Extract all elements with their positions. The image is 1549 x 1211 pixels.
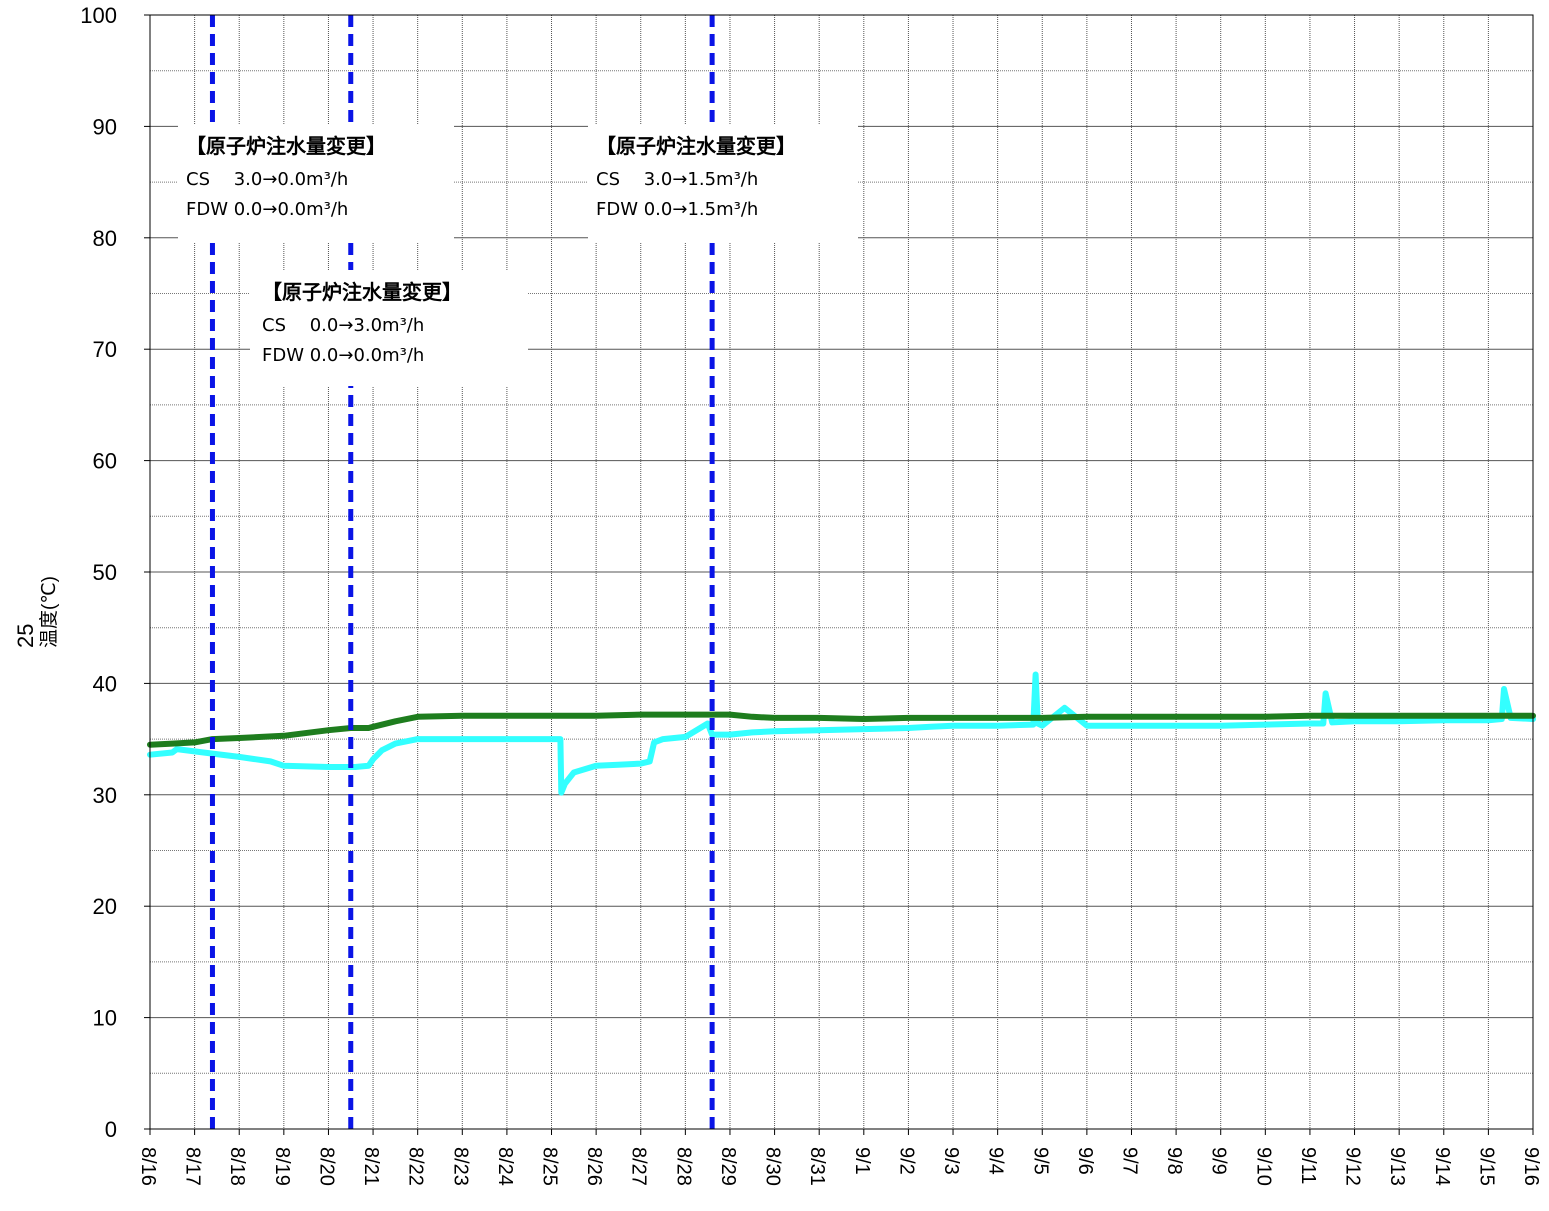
x-tick-label: 8/17 <box>182 1147 204 1186</box>
x-tick-label: 8/18 <box>226 1147 248 1186</box>
x-tick-label: 8/19 <box>271 1147 293 1186</box>
y-tick-label: 100 <box>80 3 117 28</box>
x-tick-label: 9/9 <box>1208 1147 1230 1175</box>
annotation-title: 【原子炉注水量変更】 <box>262 280 462 304</box>
series-line <box>147 671 1536 796</box>
x-tick-label: 8/20 <box>315 1147 337 1186</box>
x-tick-label: 9/7 <box>1118 1147 1140 1175</box>
y-tick-label: 80 <box>93 226 117 251</box>
x-tick-label: 9/15 <box>1475 1147 1497 1186</box>
grid <box>150 15 1533 1129</box>
x-tick-label: 9/14 <box>1431 1147 1453 1186</box>
x-tick-label: 9/1 <box>851 1147 873 1175</box>
x-tick-label: 8/22 <box>405 1147 427 1186</box>
x-tick-label: 8/24 <box>494 1147 516 1186</box>
x-tick-label: 8/26 <box>583 1147 605 1186</box>
x-tick-label: 9/2 <box>895 1147 917 1175</box>
x-tick-label: 9/4 <box>985 1147 1007 1175</box>
y-tick-label: 70 <box>93 337 117 362</box>
x-tick-label: 9/11 <box>1297 1147 1319 1184</box>
x-tick-label: 9/16 <box>1520 1147 1542 1186</box>
event-lines <box>209 15 715 1129</box>
series-layer <box>147 671 1536 796</box>
y-tick-label: 20 <box>93 894 117 919</box>
x-tick-label: 8/25 <box>539 1147 561 1186</box>
x-tick-label: 9/8 <box>1163 1147 1185 1175</box>
x-tick-label: 9/3 <box>940 1147 962 1175</box>
annotation-line: FDW 0.0→1.5m³/h <box>596 199 759 220</box>
annotation-line: CS 3.0→0.0m³/h <box>186 169 349 190</box>
x-tick-label: 8/29 <box>717 1147 739 1186</box>
annotation-line: FDW 0.0→0.0m³/h <box>262 345 425 366</box>
annotation-box-3: 【原子炉注水量変更】 CS 3.0→1.5m³/h FDW 0.0→1.5m³/… <box>588 124 858 242</box>
y-tick-label: 10 <box>93 1006 117 1031</box>
y-tick-label: 50 <box>93 560 117 585</box>
annotation-box-1: 【原子炉注水量変更】 CS 3.0→0.0m³/h FDW 0.0→0.0m³/… <box>178 124 454 242</box>
annotation-title: 【原子炉注水量変更】 <box>186 134 386 158</box>
x-tick-label: 9/13 <box>1386 1147 1408 1186</box>
y-tick-label: 0 <box>105 1117 117 1142</box>
x-tick-label: 8/21 <box>360 1147 382 1186</box>
x-tick-label: 8/16 <box>137 1147 159 1186</box>
plot-frame <box>149 14 1534 1130</box>
y-tick-label: 40 <box>93 671 117 696</box>
x-tick-label: 8/27 <box>628 1147 650 1186</box>
y-tick-label: 60 <box>93 449 117 474</box>
annotation-box-2: 【原子炉注水量変更】 CS 0.0→3.0m³/h FDW 0.0→0.0m³/… <box>250 270 528 386</box>
y-axis-label-prefix: 25 <box>13 623 38 648</box>
x-ticks: 8/16 8/17 8/18 8/19 8/20 8/21 8/22 8/23 8/24 8/25… <box>137 1129 1542 1186</box>
x-tick-label: 8/28 <box>672 1147 694 1186</box>
annotation-line: FDW 0.0→0.0m³/h <box>186 199 349 220</box>
y-axis-label: 25 温度(℃) <box>4 520 74 650</box>
x-tick-label: 9/12 <box>1342 1147 1364 1186</box>
y-tick-label: 30 <box>93 783 117 808</box>
x-tick-label: 8/31 <box>806 1147 828 1186</box>
y-tick-label: 90 <box>93 114 117 139</box>
x-tick-label: 8/30 <box>762 1147 784 1186</box>
series-line <box>147 711 1536 748</box>
annotation-title: 【原子炉注水量変更】 <box>596 134 796 158</box>
y-axis-label-text: 温度(℃) <box>39 576 60 648</box>
y-ticks: 0 10 20 30 40 50 60 70 80 90 100 <box>80 3 150 1142</box>
x-tick-label: 9/5 <box>1029 1147 1051 1175</box>
x-tick-label: 8/23 <box>449 1147 471 1186</box>
annotation-line: CS 0.0→3.0m³/h <box>262 315 425 336</box>
annotation-line: CS 3.0→1.5m³/h <box>596 169 759 190</box>
x-tick-label: 9/6 <box>1074 1147 1096 1175</box>
x-tick-label: 9/10 <box>1252 1147 1274 1186</box>
